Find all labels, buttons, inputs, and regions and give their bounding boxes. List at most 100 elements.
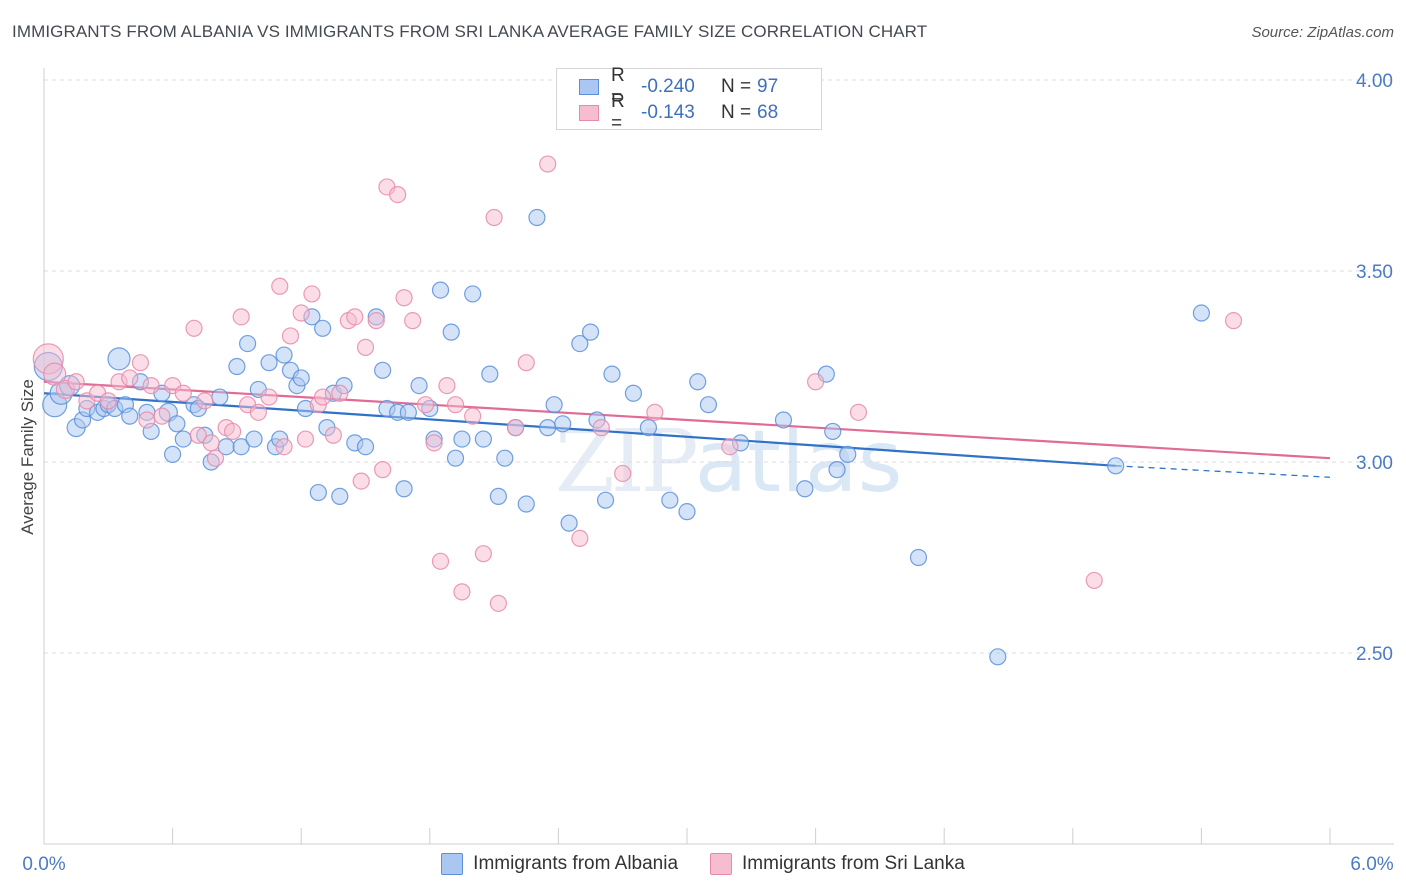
albania-point bbox=[399, 403, 417, 421]
srilanka-point bbox=[296, 430, 315, 448]
srilanka-point bbox=[232, 308, 250, 326]
albania-point bbox=[909, 548, 928, 567]
albania-point bbox=[774, 411, 793, 429]
albania-point bbox=[624, 384, 643, 402]
albania-point bbox=[121, 407, 139, 425]
series-legend: Immigrants from Albania Immigrants from … bbox=[0, 852, 1406, 876]
srilanka-point bbox=[592, 419, 610, 437]
srilanka-point bbox=[646, 403, 664, 421]
albania-point bbox=[275, 346, 293, 364]
srilanka-point bbox=[292, 304, 310, 322]
albania-point bbox=[446, 449, 465, 467]
y-tick-label: 2.50 bbox=[1356, 644, 1393, 665]
tick-labels: 2.50 3.00 3.50 4.00 0.0% 6.0% bbox=[22, 71, 1393, 875]
albania-point bbox=[211, 388, 229, 406]
legend-item-albania[interactable]: Immigrants from Albania bbox=[441, 853, 678, 875]
albania-r-label: R = bbox=[611, 65, 625, 108]
source-label: Source: ZipAtlas.com bbox=[1251, 24, 1394, 41]
srilanka-point bbox=[206, 449, 225, 467]
albania-point bbox=[661, 491, 679, 509]
albania-point bbox=[539, 419, 557, 437]
albania-point bbox=[1192, 304, 1211, 322]
albania-point bbox=[442, 323, 460, 341]
albania-point bbox=[554, 415, 572, 433]
srilanka-point bbox=[389, 186, 407, 204]
albania-point bbox=[239, 334, 257, 353]
legend-item-srilanka[interactable]: Immigrants from Sri Lanka bbox=[710, 853, 965, 875]
albania-point bbox=[232, 438, 250, 456]
albania-point bbox=[164, 445, 182, 463]
albania-point bbox=[453, 430, 471, 448]
srilanka-point bbox=[260, 388, 278, 406]
albania-point bbox=[309, 483, 327, 502]
srilanka-point bbox=[153, 407, 171, 425]
albania-point bbox=[260, 354, 278, 372]
x-tick-label-max: 6.0% bbox=[1350, 854, 1393, 875]
srilanka-point bbox=[121, 369, 139, 387]
srilanka-point bbox=[395, 289, 413, 307]
albania-swatch bbox=[579, 79, 599, 95]
srilanka-legend-swatch bbox=[710, 853, 733, 875]
albania-point bbox=[678, 503, 696, 521]
srilanka-swatch bbox=[579, 105, 599, 121]
albania-point bbox=[464, 285, 482, 303]
srilanka-r-value: -0.143 bbox=[641, 102, 695, 123]
srilanka-point bbox=[324, 426, 342, 444]
srilanka-point bbox=[416, 396, 435, 414]
albania-point bbox=[228, 357, 246, 376]
srilanka-point bbox=[138, 411, 156, 429]
legend-row-albania: R = -0.240 N = 97 bbox=[579, 65, 779, 108]
albania-point bbox=[571, 334, 589, 353]
albania-point bbox=[168, 415, 186, 433]
albania-point bbox=[828, 461, 846, 479]
srilanka-point bbox=[346, 308, 364, 326]
srilanka-point bbox=[185, 319, 203, 337]
srilanka-point bbox=[1224, 312, 1243, 330]
srilanka-point bbox=[202, 434, 220, 452]
data-points bbox=[32, 155, 1243, 666]
albania-point bbox=[174, 430, 192, 448]
srilanka-point bbox=[43, 362, 67, 386]
srilanka-point bbox=[374, 461, 392, 479]
albania-point bbox=[395, 480, 413, 498]
albania-point bbox=[107, 347, 131, 371]
srilanka-point bbox=[281, 327, 300, 345]
srilanka-point bbox=[356, 338, 375, 356]
srilanka-point bbox=[131, 354, 150, 372]
srilanka-legend-label: Immigrants from Sri Lanka bbox=[742, 853, 965, 874]
albania-point bbox=[374, 361, 392, 379]
albania-legend-swatch bbox=[441, 853, 464, 875]
albania-point bbox=[989, 648, 1007, 666]
albania-point bbox=[496, 449, 514, 467]
albania-point bbox=[528, 208, 546, 227]
y-tick-label: 3.50 bbox=[1356, 262, 1393, 283]
albania-point bbox=[410, 377, 428, 395]
albania-point bbox=[356, 438, 375, 456]
albania-point bbox=[331, 487, 349, 505]
albania-legend-label: Immigrants from Albania bbox=[473, 853, 679, 874]
albania-n-label: N = bbox=[721, 76, 752, 97]
albania-point bbox=[481, 365, 499, 383]
srilanka-point bbox=[352, 472, 370, 490]
albania-point bbox=[689, 373, 707, 391]
albania-trend-extension bbox=[1115, 465, 1331, 478]
srilanka-n-label: N = bbox=[721, 102, 752, 123]
albania-n-value: 97 bbox=[757, 76, 779, 97]
srilanka-point bbox=[271, 277, 289, 295]
srilanka-point bbox=[849, 403, 868, 421]
albania-point bbox=[699, 396, 718, 414]
srilanka-point bbox=[367, 312, 385, 330]
albania-r-value: -0.240 bbox=[641, 76, 695, 97]
srilanka-point bbox=[806, 373, 825, 391]
srilanka-point bbox=[453, 583, 471, 601]
srilanka-point bbox=[425, 434, 443, 452]
albania-point bbox=[517, 495, 535, 513]
albania-point bbox=[796, 480, 814, 498]
grid bbox=[44, 79, 1394, 654]
srilanka-point bbox=[196, 392, 214, 410]
srilanka-point bbox=[331, 384, 349, 402]
albania-trend-line bbox=[43, 392, 1116, 467]
srilanka-point bbox=[539, 155, 557, 173]
srilanka-point bbox=[1085, 571, 1103, 590]
albania-point bbox=[824, 422, 842, 441]
